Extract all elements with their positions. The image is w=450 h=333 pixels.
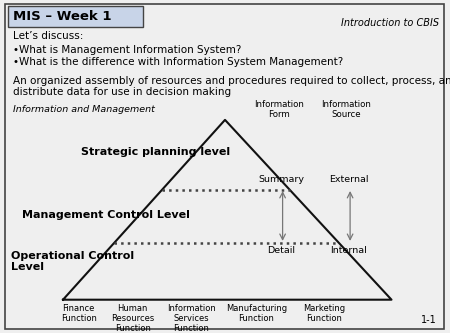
Text: Management Control Level: Management Control Level: [22, 210, 190, 220]
Text: Information
Services
Function: Information Services Function: [167, 304, 216, 333]
Text: External: External: [329, 175, 369, 184]
Text: Internal: Internal: [330, 246, 367, 255]
Text: Operational Control
Level: Operational Control Level: [11, 251, 135, 272]
Text: Let’s discuss:: Let’s discuss:: [13, 31, 83, 41]
Text: Strategic planning level: Strategic planning level: [81, 147, 230, 157]
Text: Information
Source: Information Source: [322, 100, 371, 119]
Bar: [8, 6, 143, 27]
Text: Manufacturing
Function: Manufacturing Function: [226, 304, 287, 323]
Text: MIS – Week 1: MIS – Week 1: [13, 10, 111, 23]
Text: distribute data for use in decision making: distribute data for use in decision maki…: [13, 87, 231, 97]
Text: Finance
Function: Finance Function: [61, 304, 97, 323]
Text: Summary: Summary: [258, 175, 304, 184]
Text: Detail: Detail: [267, 246, 295, 255]
Text: •What is the difference with Information System Management?: •What is the difference with Information…: [13, 57, 343, 67]
Text: Information
Form: Information Form: [254, 100, 304, 119]
Text: An organized assembly of resources and procedures required to collect, process, : An organized assembly of resources and p…: [13, 76, 450, 86]
Text: Information and Management: Information and Management: [13, 105, 154, 114]
Text: Introduction to CBIS: Introduction to CBIS: [341, 18, 439, 28]
Text: Human
Resources
Function: Human Resources Function: [111, 304, 154, 333]
Text: 1-1: 1-1: [421, 315, 436, 325]
Text: Marketing
Function: Marketing Function: [303, 304, 345, 323]
Text: •What is Management Information System?: •What is Management Information System?: [13, 45, 241, 55]
